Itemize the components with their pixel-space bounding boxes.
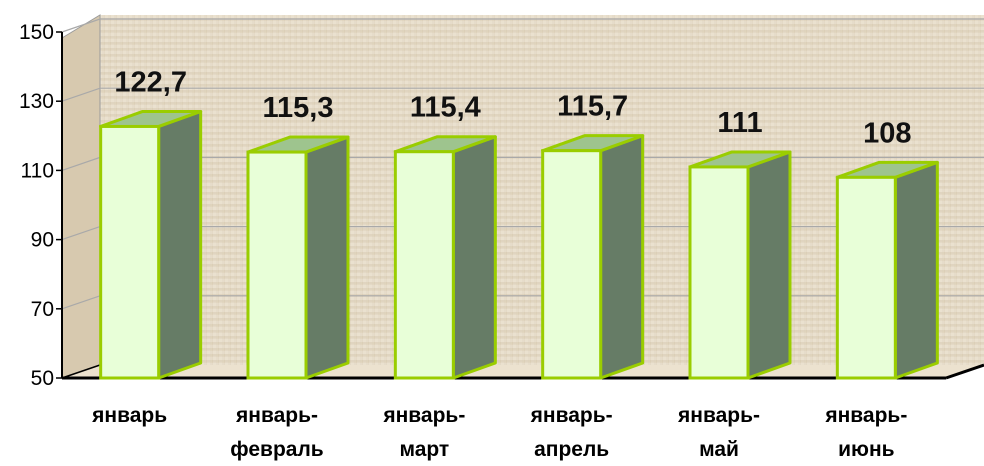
bar-side [893,160,939,380]
y-tick-label: 50 [31,367,54,390]
chart-side-wall [61,14,101,379]
bars [99,109,939,380]
bar-side [746,150,792,380]
bar-side [451,135,497,380]
category-label: январь-май [677,404,760,461]
y-tick-label: 110 [21,159,54,182]
data-labels: 122,7 115,3 115,4 115,7 111 108 [114,66,911,149]
bar-side [304,135,350,380]
data-label: 122,7 [114,66,187,98]
category-label: январь-июнь [824,404,907,461]
bar-front [393,150,455,380]
category-label: январь-апрель [530,404,613,461]
bar-side [157,109,203,380]
gridline [61,18,984,33]
axes [61,32,984,380]
y-tick-label: 150 [19,21,54,44]
bar-front [688,165,750,380]
data-label: 115,3 [263,92,334,124]
data-label: 108 [863,117,911,149]
y-tick-label: 70 [31,298,54,321]
bar-front [541,149,603,380]
bar [393,135,497,380]
floor-edge-line [61,364,101,379]
bar [835,160,939,380]
category-labels: январь январь-февраль январь-март январь-ап… [91,404,907,461]
data-label: 111 [717,107,762,139]
bar [541,134,645,380]
gridline [61,87,984,102]
data-label: 115,4 [410,92,481,124]
data-label: 115,7 [557,91,628,123]
category-label: январь-март [382,404,465,461]
bar-front [835,175,897,380]
bar-front [99,124,161,380]
y-tick-label: 90 [31,229,54,252]
y-tick-label: 130 [19,90,54,113]
x-axis-depth-line [945,363,984,380]
bar-front [246,150,308,380]
bar [246,135,350,380]
category-label: январь [91,404,167,427]
category-label: январь-февраль [230,404,324,461]
bar [99,109,203,380]
bar [688,150,792,380]
bar-side [599,134,645,380]
y-tick-labels: 50 70 90 110 130 150 [19,21,62,390]
